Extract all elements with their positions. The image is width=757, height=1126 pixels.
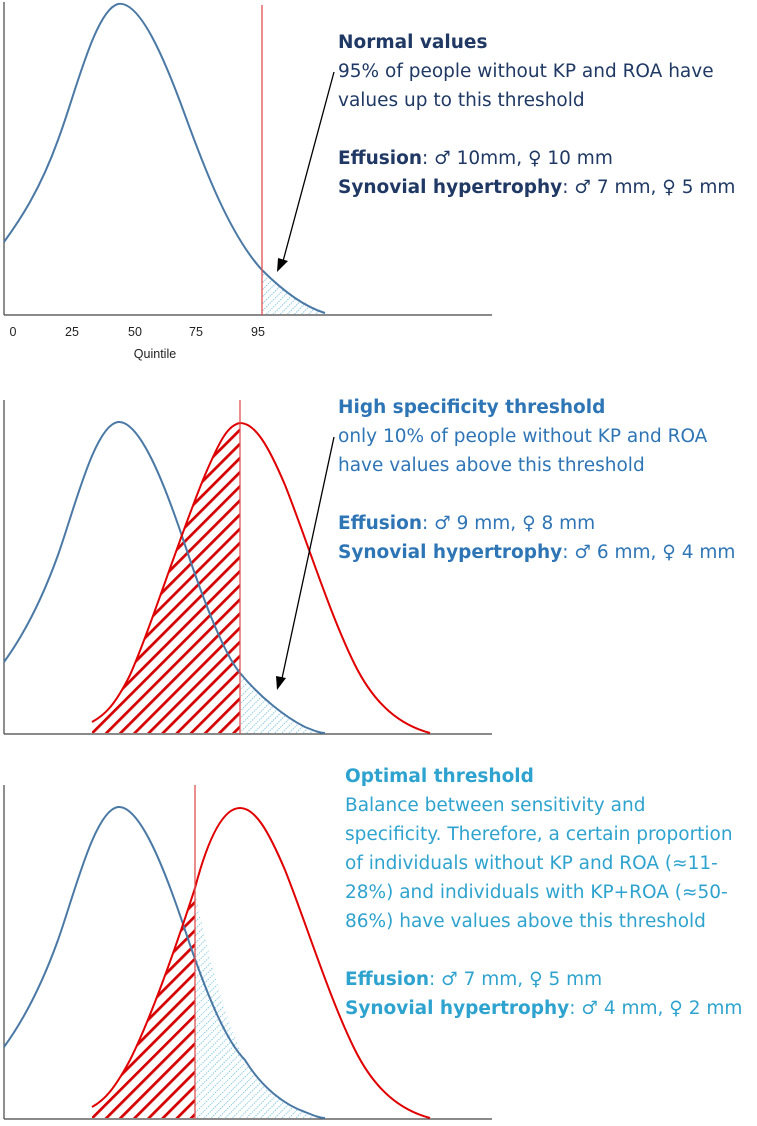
effusion-value: : ♂ 10mm, ♀ 10 mm (422, 148, 613, 169)
synovial-label: Synovial hypertrophy (345, 998, 570, 1019)
synovial-value: : ♂ 7 mm, ♀ 5 mm (562, 177, 736, 198)
distribution-plot-optimal (3, 785, 492, 1120)
annotation-normal-values: Normal values 95% of people without KP a… (338, 28, 735, 202)
distribution-plot-normal: 0 25 50 75 95 Quintile (3, 2, 492, 361)
annotation-high-specificity: High specificity threshold only 10% of p… (338, 393, 735, 567)
synovial-line: Synovial hypertrophy: ♂ 4 mm, ♀ 2 mm (345, 994, 742, 1023)
panel-normal-values: 0 25 50 75 95 Quintile Normal values 95%… (0, 0, 757, 370)
disease-distribution-curve (91, 421, 431, 734)
annotation-title: High specificity threshold (338, 397, 606, 418)
synovial-label: Synovial hypertrophy (338, 542, 563, 563)
annotation-description-line: have values above this threshold (338, 455, 645, 476)
effusion-line: Effusion: ♂ 10mm, ♀ 10 mm (338, 144, 735, 173)
annotation-title: Normal values (338, 32, 488, 53)
annotation-description-line: Balance between sensitivity and (345, 795, 646, 816)
annotation-description-line: only 10% of people without KP and ROA (338, 426, 708, 447)
x-tick-75: 75 (189, 325, 203, 339)
effusion-label: Effusion (338, 148, 423, 169)
distribution-plot-high-specificity (3, 400, 492, 735)
annotation-description-line: specificity. Therefore, a certain propor… (345, 824, 733, 845)
effusion-label: Effusion (345, 969, 430, 990)
synovial-value: : ♂ 6 mm, ♀ 4 mm (562, 542, 736, 563)
annotation-arrow (280, 436, 335, 684)
synovial-line: Synovial hypertrophy: ♂ 6 mm, ♀ 4 mm (338, 538, 735, 567)
effusion-label: Effusion (338, 513, 423, 534)
healthy-distribution-curve (3, 2, 326, 314)
x-tick-50: 50 (128, 325, 142, 339)
disease-distribution-curve (91, 806, 431, 1119)
annotation-description-line: 28%) and individuals with KP+ROA (≈50- (345, 882, 728, 903)
annotation-description-line: 86%) have values above this threshold (345, 911, 706, 932)
panel-optimal-threshold: Optimal threshold Balance between sensit… (0, 766, 757, 1126)
effusion-value: : ♂ 9 mm, ♀ 8 mm (422, 513, 596, 534)
x-axis-title: Quintile (134, 347, 176, 361)
healthy-tail-hatch (262, 272, 325, 314)
healthy-tail-hatch (240, 675, 325, 733)
healthy-distribution-curve (3, 805, 326, 1119)
annotation-optimal-threshold: Optimal threshold Balance between sensit… (345, 762, 742, 1023)
synovial-line: Synovial hypertrophy: ♂ 7 mm, ♀ 5 mm (338, 173, 735, 202)
disease-area-hatch (92, 888, 195, 1118)
annotation-description-line: 95% of people without KP and ROA have (338, 61, 714, 82)
healthy-distribution-curve (3, 420, 326, 734)
annotation-description-line: values up to this threshold (338, 90, 585, 111)
effusion-line: Effusion: ♂ 9 mm, ♀ 8 mm (338, 509, 735, 538)
x-tick-95: 95 (251, 325, 265, 339)
annotation-title: Optimal threshold (345, 766, 534, 787)
annotation-arrow (281, 71, 335, 266)
effusion-line: Effusion: ♂ 7 mm, ♀ 5 mm (345, 965, 742, 994)
disease-area-hatch (92, 423, 240, 733)
annotation-arrow-head (277, 258, 288, 272)
x-tick-0: 0 (10, 325, 17, 339)
synovial-value: : ♂ 4 mm, ♀ 2 mm (569, 998, 743, 1019)
annotation-description-line: of individuals without KP and ROA (≈11- (345, 853, 718, 874)
effusion-value: : ♂ 7 mm, ♀ 5 mm (429, 969, 603, 990)
x-tick-25: 25 (65, 325, 79, 339)
healthy-area-hatch (195, 888, 325, 1118)
annotation-arrow-head (276, 676, 286, 690)
synovial-label: Synovial hypertrophy (338, 177, 563, 198)
panel-high-specificity: High specificity threshold only 10% of p… (0, 385, 757, 740)
